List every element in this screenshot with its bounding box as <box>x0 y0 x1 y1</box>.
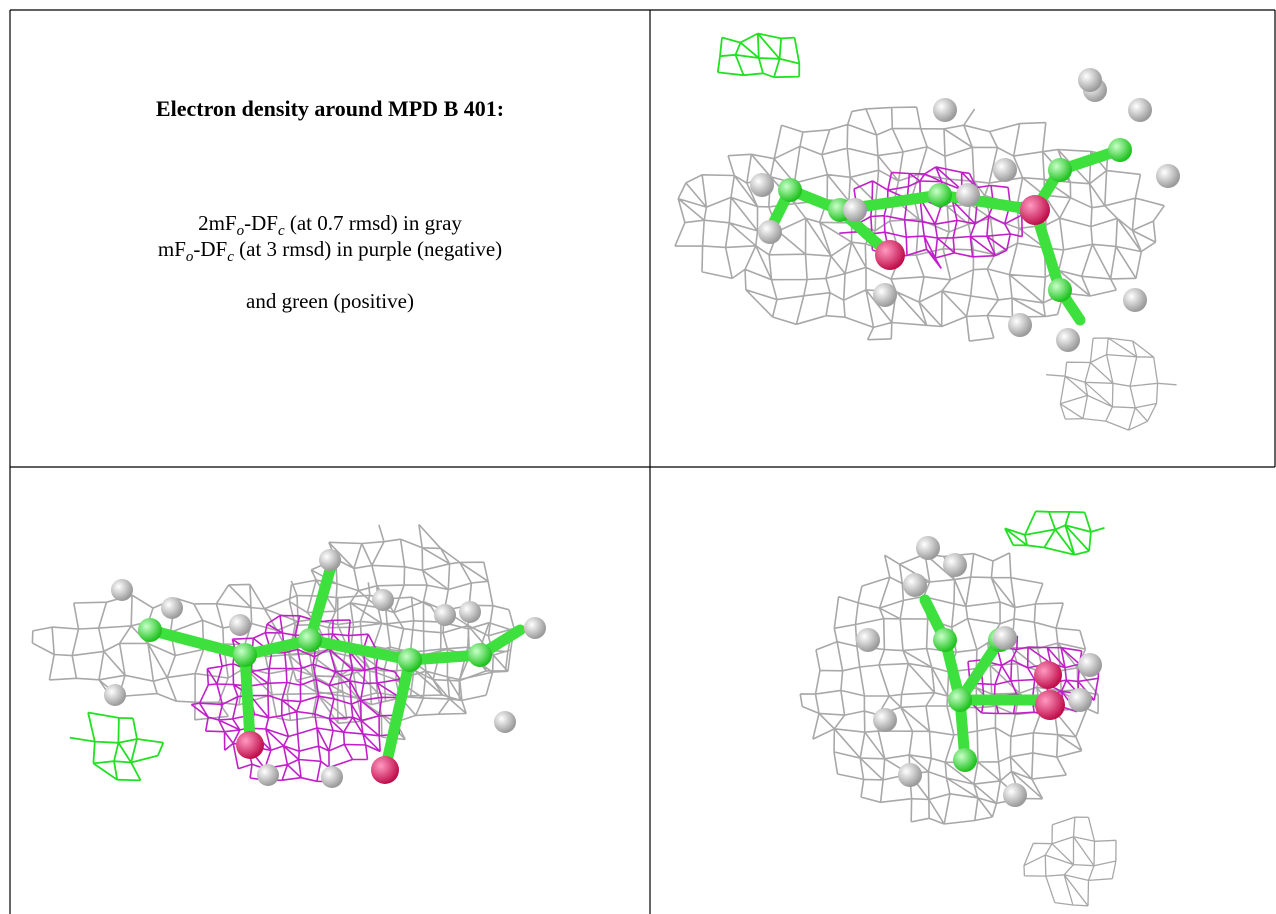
atom <box>468 643 492 667</box>
atom <box>933 628 957 652</box>
caption-text: (at 3 rmsd) in purple (negative) <box>234 237 502 261</box>
atom <box>928 183 952 207</box>
atom <box>236 731 264 759</box>
atom <box>758 220 782 244</box>
bond <box>934 189 1041 216</box>
bond <box>379 654 416 776</box>
caption-subscript: c <box>227 249 234 265</box>
atom <box>319 549 341 571</box>
caption-subscript: o <box>237 223 245 239</box>
atom <box>1056 328 1080 352</box>
atom <box>1034 661 1062 689</box>
atom <box>321 766 343 788</box>
caption-line: mFo-DFc (at 3 rmsd) in purple (negative) <box>158 237 502 265</box>
atom <box>993 158 1017 182</box>
bond <box>239 649 256 746</box>
atom <box>398 648 422 672</box>
density-images <box>31 32 1180 907</box>
atom <box>1020 195 1050 225</box>
atom <box>916 536 940 560</box>
atom <box>434 604 456 626</box>
atom <box>1003 783 1027 807</box>
caption-text: and green (positive) <box>246 289 414 313</box>
atom <box>1108 138 1132 162</box>
atom <box>233 643 257 667</box>
atom <box>161 597 183 619</box>
atom <box>1048 158 1072 182</box>
atom <box>953 748 977 772</box>
atom <box>1156 164 1180 188</box>
caption-text: -DF <box>193 237 227 261</box>
bond <box>304 564 336 646</box>
atom <box>494 711 516 733</box>
caption-title: Electron density around MPD B 401: <box>156 96 504 121</box>
atom <box>257 764 279 786</box>
atom <box>875 240 905 270</box>
atom <box>956 183 980 207</box>
atom <box>873 708 897 732</box>
atom <box>1123 288 1147 312</box>
density-mesh <box>69 711 165 782</box>
caption-line: and green (positive) <box>246 289 414 313</box>
atom <box>843 198 867 222</box>
atom <box>104 684 126 706</box>
atom <box>873 283 897 307</box>
density-mesh <box>799 552 1100 825</box>
bond <box>144 624 251 661</box>
atom <box>948 688 972 712</box>
atom <box>138 618 162 642</box>
atom <box>298 628 322 652</box>
caption-subscript: o <box>186 249 194 265</box>
caption-text: -DF <box>244 211 278 235</box>
atom <box>903 573 927 597</box>
atom <box>459 601 481 623</box>
atom <box>750 173 774 197</box>
density-mesh <box>1004 510 1105 556</box>
atom <box>372 589 394 611</box>
atom <box>1078 653 1102 677</box>
atom <box>1068 688 1092 712</box>
atom <box>524 617 546 639</box>
density-mesh <box>1046 337 1177 431</box>
atom <box>933 98 957 122</box>
atom <box>1035 690 1065 720</box>
atom <box>111 579 133 601</box>
bond <box>954 634 1006 706</box>
caption-text: 2mF <box>198 211 237 235</box>
atom <box>993 626 1017 650</box>
atom <box>1048 278 1072 302</box>
caption-text: (at 0.7 rmsd) in gray <box>285 211 463 235</box>
caption-line: 2mFo-DFc (at 0.7 rmsd) in gray <box>198 211 462 239</box>
atom <box>778 178 802 202</box>
atom <box>1128 98 1152 122</box>
caption-text: mF <box>158 237 186 261</box>
density-mesh <box>1023 816 1117 907</box>
atom <box>943 553 967 577</box>
density-mesh <box>674 106 1165 342</box>
caption-subscript: c <box>278 223 285 239</box>
atom <box>898 763 922 787</box>
atom <box>1078 68 1102 92</box>
atom <box>371 756 399 784</box>
atom <box>856 628 880 652</box>
bond <box>304 634 416 666</box>
atom <box>1008 313 1032 337</box>
atom <box>229 614 251 636</box>
density-mesh <box>716 32 801 79</box>
